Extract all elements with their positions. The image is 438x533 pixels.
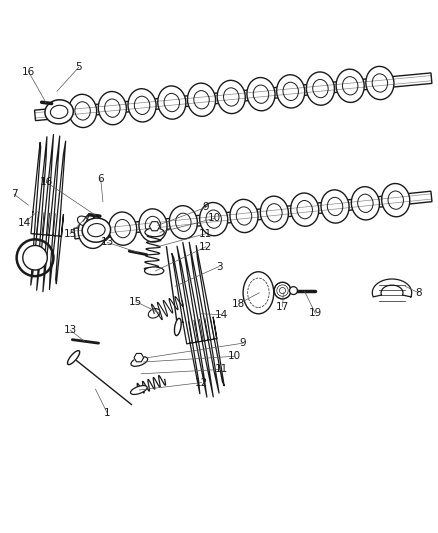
Text: 13: 13 <box>101 237 114 247</box>
Ellipse shape <box>82 218 110 242</box>
Polygon shape <box>74 191 432 239</box>
Ellipse shape <box>145 216 161 235</box>
Ellipse shape <box>78 216 89 226</box>
Ellipse shape <box>291 193 319 226</box>
Ellipse shape <box>236 207 252 225</box>
Polygon shape <box>172 242 224 397</box>
Polygon shape <box>31 134 66 292</box>
Ellipse shape <box>105 99 120 117</box>
Ellipse shape <box>343 77 358 95</box>
Ellipse shape <box>223 88 239 106</box>
Ellipse shape <box>381 183 410 217</box>
Ellipse shape <box>277 75 305 108</box>
Ellipse shape <box>88 223 105 237</box>
Ellipse shape <box>170 206 198 239</box>
Ellipse shape <box>351 187 379 220</box>
Circle shape <box>23 246 47 270</box>
Ellipse shape <box>164 93 180 112</box>
Polygon shape <box>149 222 160 231</box>
Ellipse shape <box>45 100 73 124</box>
Ellipse shape <box>267 204 282 222</box>
Ellipse shape <box>187 83 215 116</box>
Ellipse shape <box>336 69 364 102</box>
Ellipse shape <box>148 309 160 318</box>
Ellipse shape <box>217 80 245 114</box>
Ellipse shape <box>243 272 274 314</box>
Ellipse shape <box>283 82 298 101</box>
Text: 6: 6 <box>97 174 104 184</box>
Ellipse shape <box>253 85 268 103</box>
Text: 11: 11 <box>199 229 212 239</box>
Text: 15: 15 <box>129 296 142 306</box>
Text: 16: 16 <box>39 177 53 187</box>
Ellipse shape <box>78 215 106 248</box>
Text: 11: 11 <box>215 365 228 374</box>
Ellipse shape <box>75 102 90 120</box>
Polygon shape <box>134 353 144 362</box>
Ellipse shape <box>174 318 181 336</box>
Ellipse shape <box>50 106 68 118</box>
Text: 10: 10 <box>228 351 241 361</box>
Text: 10: 10 <box>208 213 221 223</box>
Text: 15: 15 <box>64 229 77 239</box>
Text: 12: 12 <box>195 377 208 387</box>
Ellipse shape <box>109 212 137 245</box>
Ellipse shape <box>69 94 97 127</box>
Ellipse shape <box>98 92 127 125</box>
Ellipse shape <box>85 223 100 241</box>
Ellipse shape <box>327 197 343 216</box>
Ellipse shape <box>313 79 328 98</box>
Ellipse shape <box>145 228 164 237</box>
Ellipse shape <box>274 282 291 299</box>
Ellipse shape <box>230 199 258 232</box>
Text: 3: 3 <box>215 262 223 271</box>
Ellipse shape <box>131 357 148 366</box>
Ellipse shape <box>297 200 312 219</box>
Text: 17: 17 <box>276 302 289 312</box>
Ellipse shape <box>158 86 186 119</box>
Ellipse shape <box>321 190 349 223</box>
Text: 14: 14 <box>215 310 228 320</box>
Ellipse shape <box>176 213 191 231</box>
Text: 7: 7 <box>11 189 18 199</box>
Text: 5: 5 <box>75 62 82 72</box>
Ellipse shape <box>388 191 403 209</box>
Ellipse shape <box>307 72 335 105</box>
Text: 1: 1 <box>104 408 111 418</box>
Ellipse shape <box>128 88 156 122</box>
Text: 12: 12 <box>199 242 212 252</box>
Ellipse shape <box>247 278 269 308</box>
Ellipse shape <box>260 196 288 229</box>
Text: 9: 9 <box>202 203 209 212</box>
Text: 9: 9 <box>240 338 247 348</box>
Text: 14: 14 <box>18 217 31 228</box>
Ellipse shape <box>366 67 394 100</box>
Text: 19: 19 <box>309 309 322 318</box>
Circle shape <box>17 239 53 276</box>
Text: 16: 16 <box>22 67 35 77</box>
Polygon shape <box>35 73 432 120</box>
Ellipse shape <box>115 220 131 238</box>
Ellipse shape <box>290 287 297 295</box>
Ellipse shape <box>134 96 150 115</box>
Ellipse shape <box>139 209 167 242</box>
Polygon shape <box>372 279 412 297</box>
Ellipse shape <box>372 74 388 92</box>
Ellipse shape <box>67 351 80 365</box>
Ellipse shape <box>358 194 373 213</box>
Ellipse shape <box>145 267 164 275</box>
Ellipse shape <box>131 385 147 394</box>
Ellipse shape <box>206 210 221 228</box>
Text: 8: 8 <box>415 288 422 298</box>
Ellipse shape <box>200 203 228 236</box>
Text: 13: 13 <box>64 325 77 335</box>
Ellipse shape <box>194 91 209 109</box>
Text: 18: 18 <box>232 298 245 309</box>
Ellipse shape <box>247 77 275 111</box>
